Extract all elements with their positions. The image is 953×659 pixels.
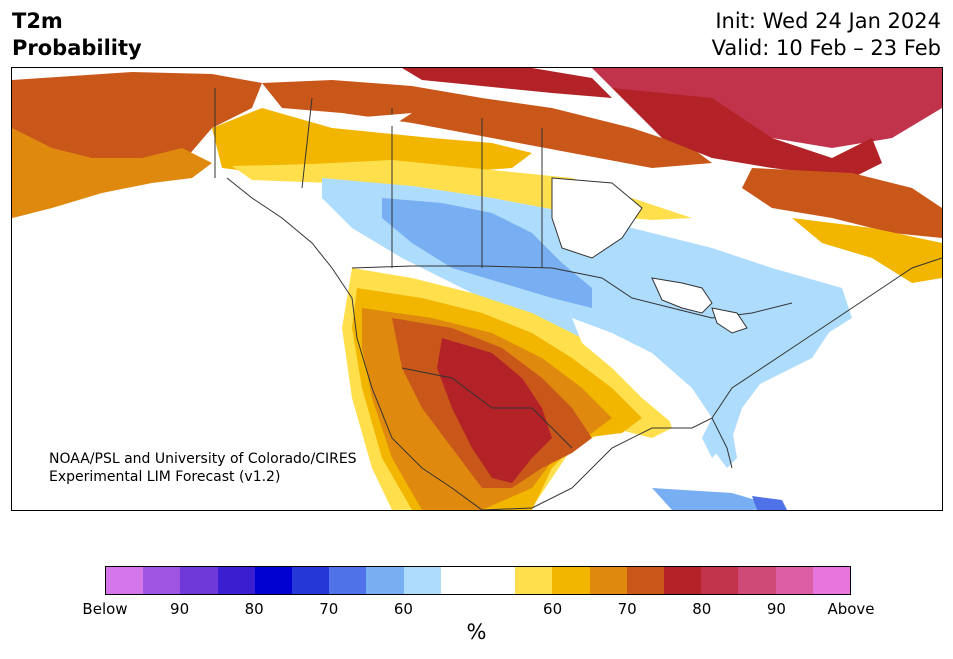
colorbar-segment <box>403 567 441 594</box>
colorbar-tick-label: Above <box>827 600 875 618</box>
coastline-west <box>226 177 483 510</box>
colorbar-segment <box>664 567 702 594</box>
colorbar-segment <box>552 567 590 594</box>
probability-map <box>11 67 943 511</box>
political-borders <box>214 88 942 510</box>
init-date: Init: Wed 24 Jan 2024 <box>715 9 941 33</box>
region-great-lakes-below-50 <box>612 288 832 398</box>
region-labrador-above-60 <box>792 218 942 283</box>
attribution-line1: NOAA/PSL and University of Colorado/CIRE… <box>49 451 357 467</box>
map-canvas <box>12 68 942 510</box>
region-yukon-above-60 <box>212 108 532 173</box>
colorbar-tick-label: 90 <box>766 600 786 618</box>
region-greenland-above-85 <box>592 68 942 148</box>
region-plains-near-normal <box>572 318 712 438</box>
colorbar-segment <box>217 567 255 594</box>
map-title: T2m Probability <box>12 8 142 62</box>
region-arctic-above-80 <box>402 68 612 98</box>
colorbar-tick-labels: Below 90 80 70 60 60 70 80 90 Above <box>82 600 874 618</box>
attribution: NOAA/PSL and University of Colorado/CIRE… <box>49 450 357 486</box>
colorbar-segment <box>738 567 776 594</box>
colorbar-segment <box>143 567 181 594</box>
region-southwest-above-80 <box>437 338 552 483</box>
colorbar-segment <box>701 567 739 594</box>
colorbar-segment <box>515 567 553 594</box>
colorbar-segment <box>440 567 479 594</box>
forecast-dates: Init: Wed 24 Jan 2024 Valid: 10 Feb – 23… <box>712 8 941 62</box>
colorbar-unit: % <box>466 620 487 644</box>
border-us-mexico <box>401 367 573 449</box>
region-prairies-below-60 <box>382 198 592 308</box>
region-arctic-above-75 <box>262 80 712 168</box>
colorbar-segment <box>775 567 813 594</box>
colorbar-segment <box>106 567 144 594</box>
colorbar-tick-label: 90 <box>170 600 190 618</box>
colorbar-tick-label: 70 <box>617 600 637 618</box>
coastline-gulf <box>481 417 733 510</box>
region-baffin-above-80 <box>612 88 882 178</box>
colorbar-tick-label: 60 <box>543 600 563 618</box>
colorbar-tick-label: Below <box>82 600 128 618</box>
colorbar-segment <box>812 567 851 594</box>
colorbar-tick-label: 70 <box>319 600 339 618</box>
coastline-east <box>711 257 942 419</box>
great-lakes <box>651 277 748 334</box>
probability-colorbar <box>105 566 851 595</box>
colorbar-segment <box>366 567 404 594</box>
arctic-islands-ice <box>352 113 412 128</box>
hudson-bay <box>551 177 643 259</box>
colorbar-segment <box>626 567 665 594</box>
colorbar-segment <box>180 567 218 594</box>
region-cuba-blue-deep <box>752 496 787 510</box>
colorbar-tick-label: 60 <box>393 600 413 618</box>
border-canada-provinces <box>301 97 543 268</box>
colorbar-segment <box>329 567 367 594</box>
region-quebec-above-75 <box>742 168 942 238</box>
colorbar-segment <box>478 567 516 594</box>
colorbar-segment <box>292 567 330 594</box>
colorbar-tick-label: 80 <box>692 600 712 618</box>
attribution-line2: Experimental LIM Forecast (v1.2) <box>49 469 281 485</box>
title-type: Probability <box>12 36 142 60</box>
valid-period: Valid: 10 Feb – 23 Feb <box>711 36 941 60</box>
colorbar-tick-label: 80 <box>244 600 264 618</box>
colorbar-segment <box>254 567 293 594</box>
colorbar-segment <box>589 567 627 594</box>
region-alaska-above-70 <box>12 128 212 218</box>
region-caribbean-below-60 <box>652 488 782 510</box>
title-variable: T2m <box>12 9 63 33</box>
